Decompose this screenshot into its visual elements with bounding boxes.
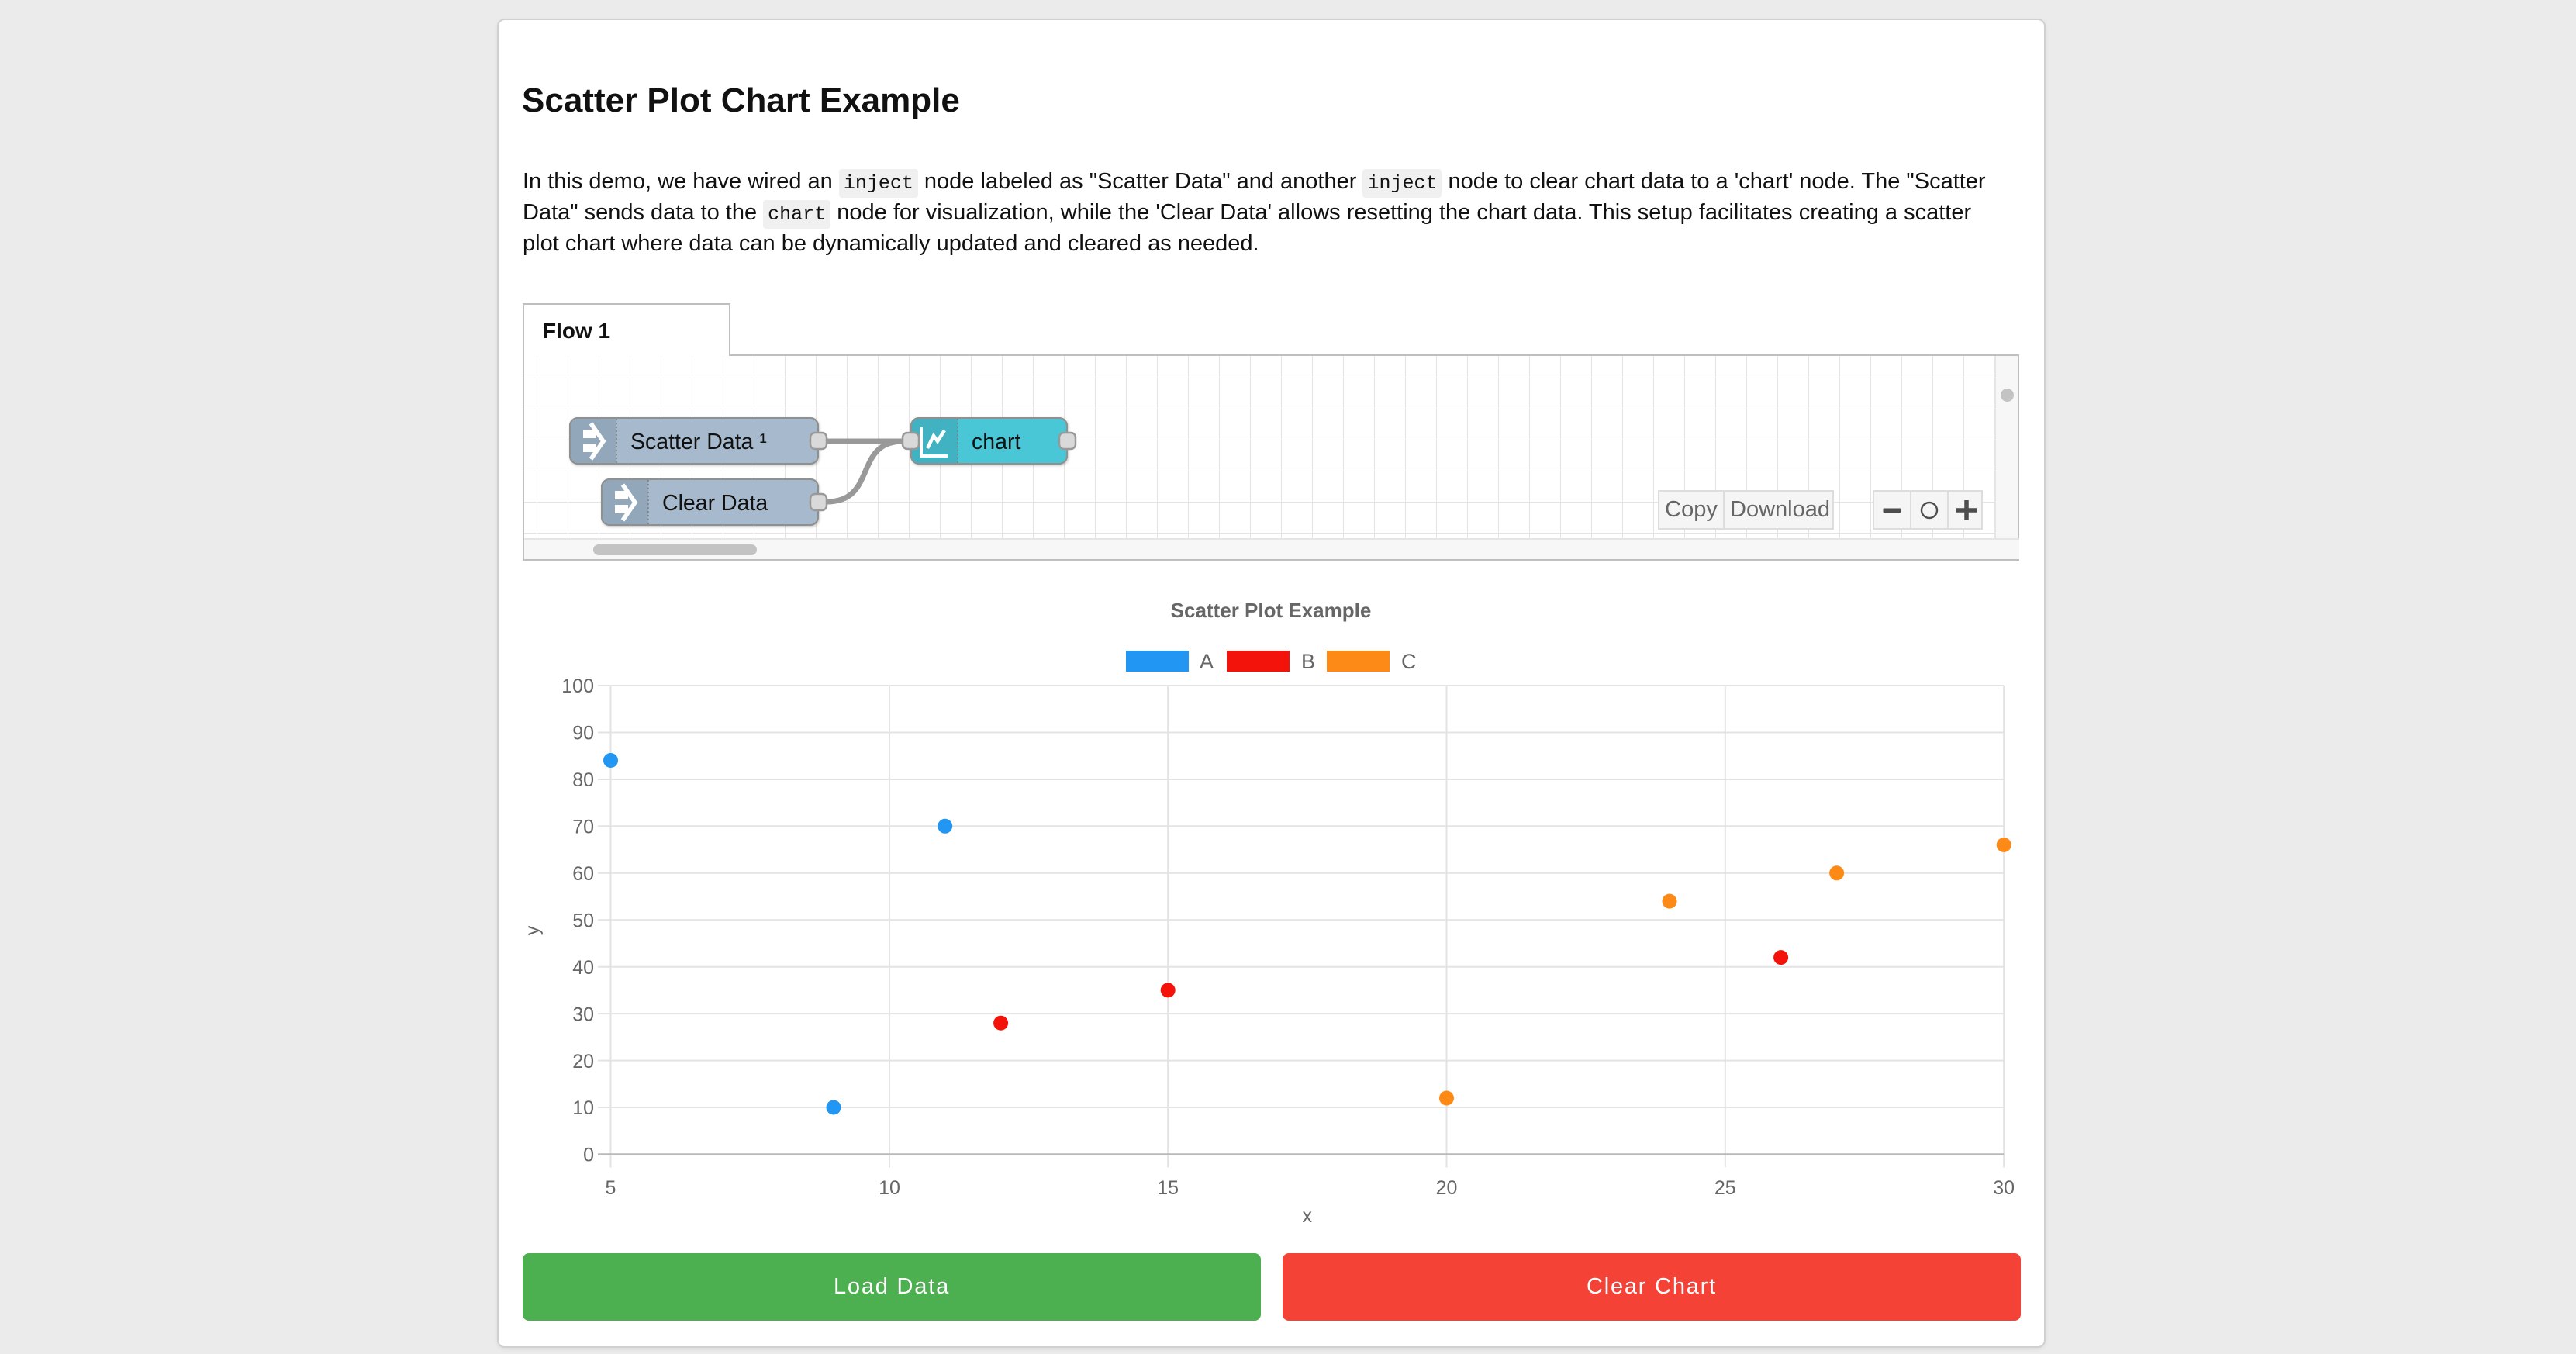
svg-text:y: y	[523, 925, 544, 935]
svg-text:50: 50	[572, 910, 594, 931]
svg-text:10: 10	[879, 1177, 900, 1199]
svg-text:Scatter Data ¹: Scatter Data ¹	[630, 430, 767, 454]
svg-text:chart: chart	[972, 430, 1020, 454]
svg-text:30: 30	[1993, 1177, 2015, 1199]
svg-text:B: B	[1301, 650, 1315, 673]
svg-text:90: 90	[572, 723, 594, 744]
svg-text:x: x	[1302, 1205, 1312, 1227]
svg-text:10: 10	[572, 1097, 594, 1119]
svg-text:70: 70	[572, 816, 594, 838]
svg-text:80: 80	[572, 769, 594, 791]
svg-text:C: C	[1401, 650, 1417, 673]
svg-text:30: 30	[572, 1003, 594, 1025]
svg-text:40: 40	[572, 957, 594, 979]
svg-text:0: 0	[583, 1145, 594, 1166]
svg-text:15: 15	[1157, 1177, 1179, 1199]
svg-text:Clear Data: Clear Data	[662, 491, 768, 516]
svg-text:20: 20	[1436, 1177, 1458, 1199]
svg-text:20: 20	[572, 1051, 594, 1072]
svg-text:Scatter Plot Example: Scatter Plot Example	[1171, 599, 1372, 622]
svg-text:25: 25	[1714, 1177, 1736, 1199]
svg-text:100: 100	[561, 675, 594, 697]
svg-text:5: 5	[606, 1177, 616, 1199]
svg-text:60: 60	[572, 863, 594, 885]
svg-text:A: A	[1200, 650, 1214, 673]
